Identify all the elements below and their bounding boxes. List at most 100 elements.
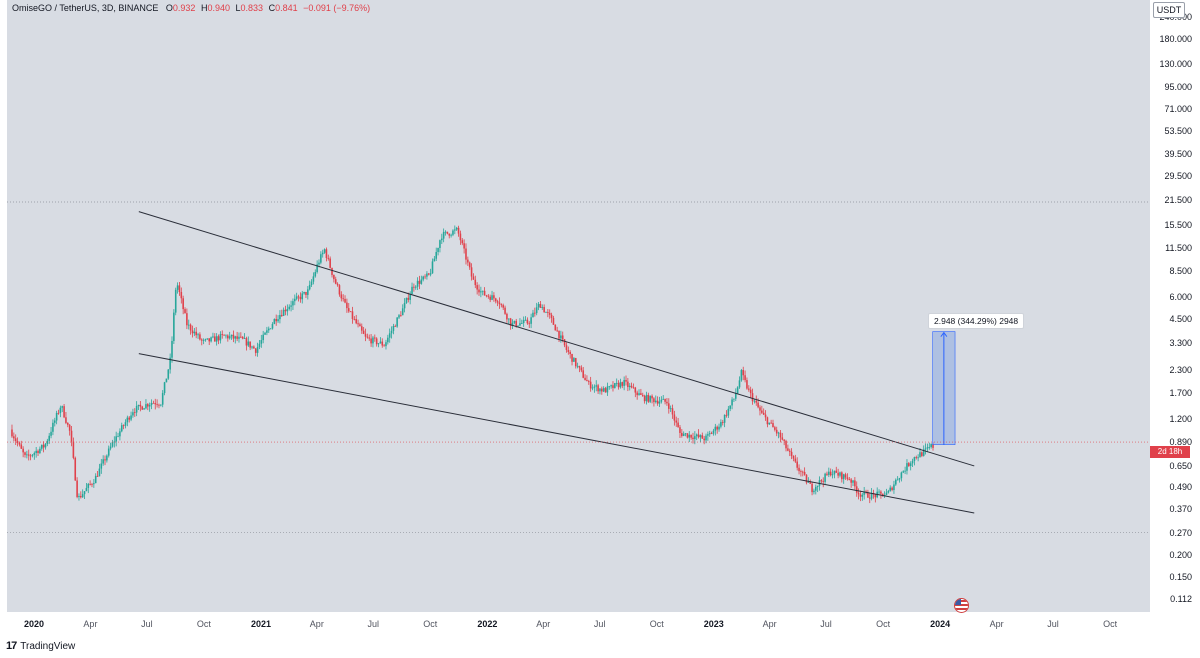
price-tick-label: 4.500	[1169, 313, 1192, 324]
candle-body	[545, 311, 547, 313]
candle-body	[346, 302, 348, 309]
time-tick-label: Apr	[83, 619, 98, 629]
price-tick-label: 29.500	[1164, 171, 1192, 182]
candle-body	[215, 336, 218, 342]
candle-body	[234, 336, 237, 339]
candle-body	[295, 296, 298, 299]
candle-body	[491, 295, 493, 300]
candle-body	[539, 303, 542, 308]
candle-body	[375, 338, 378, 345]
candle-body	[844, 474, 847, 478]
candle-body	[727, 408, 730, 416]
candle-body	[282, 309, 285, 316]
candle-body	[117, 436, 119, 438]
candle-body	[599, 388, 601, 392]
candle-body	[580, 367, 583, 371]
candle-body	[262, 334, 264, 341]
candle-body	[452, 230, 454, 235]
candle-body	[573, 358, 575, 362]
candle-body	[788, 450, 791, 452]
candle-body	[427, 273, 430, 275]
us-flag-icon[interactable]	[954, 598, 969, 613]
candle-body	[606, 386, 609, 393]
candle-body	[535, 307, 538, 314]
candle-body	[494, 298, 497, 302]
candle-body	[861, 494, 864, 497]
candle-body	[848, 479, 851, 480]
candle-body	[199, 334, 201, 340]
candle-body	[574, 358, 577, 367]
candle-body	[120, 425, 123, 432]
candle-body	[911, 460, 914, 464]
candle-body	[111, 442, 114, 447]
candle-body	[854, 480, 856, 487]
candle-body	[928, 447, 931, 448]
tradingview-logo-icon[interactable]: 17	[6, 640, 17, 652]
measure-label: 2.948 (344.29%) 2948	[928, 313, 1025, 329]
candle-body	[176, 285, 179, 290]
plot-area[interactable]	[7, 0, 1150, 612]
candle-body	[16, 440, 19, 443]
candle-body	[288, 306, 291, 309]
candle-body	[692, 437, 694, 440]
candle-body	[701, 435, 704, 439]
candle-body	[219, 334, 222, 341]
candle-body	[921, 452, 923, 456]
price-tick-label: 15.500	[1164, 220, 1192, 231]
time-axis[interactable]: 2020 Apr Jul Oct 2021 Apr Jul Oct 2022 Apr Jul Oct 2…	[7, 612, 1150, 634]
candle-body	[601, 388, 603, 392]
candle-body	[610, 385, 612, 387]
candle-body	[340, 294, 343, 299]
candle-body	[813, 490, 815, 493]
price-tick-label: 0.270	[1169, 527, 1192, 538]
candle-body	[837, 472, 839, 476]
candle-body	[277, 319, 279, 322]
candle-body	[881, 493, 884, 497]
candle-body	[383, 345, 385, 347]
candle-body	[569, 352, 571, 355]
candle-body	[602, 388, 605, 392]
candle-body	[171, 340, 173, 358]
candle-body	[753, 400, 756, 402]
candle-body	[627, 381, 629, 388]
price-chart[interactable]	[7, 0, 1150, 612]
candle-body	[846, 477, 849, 480]
candle-body	[833, 470, 836, 475]
candle-body	[204, 339, 207, 341]
price-axis[interactable]: 240.000180.000130.00095.00071.00053.5003…	[1150, 0, 1200, 612]
candle-body	[31, 454, 34, 456]
candle-body	[37, 450, 39, 454]
price-tick-label: 0.150	[1169, 572, 1192, 583]
candle-body	[20, 444, 23, 449]
candle-body	[532, 312, 534, 318]
candle-body	[364, 333, 367, 337]
time-tick-label: Oct	[1103, 619, 1118, 629]
time-tick-label: 2020	[23, 619, 45, 629]
candle-body	[483, 290, 486, 296]
candle-body	[325, 249, 328, 259]
candle-body	[22, 448, 24, 453]
candle-body	[705, 435, 707, 441]
candle-body	[826, 473, 828, 475]
candle-body	[418, 280, 421, 284]
tradingview-brand[interactable]: TradingView	[20, 640, 76, 652]
candle-body	[59, 407, 62, 413]
candle-body	[547, 311, 549, 313]
candle-body	[744, 375, 746, 381]
candle-body	[902, 471, 905, 473]
candle-body	[292, 301, 294, 306]
candle-body	[405, 297, 408, 303]
time-tick-label: Oct	[423, 619, 438, 629]
candle-body	[11, 429, 13, 437]
candle-body	[567, 349, 570, 353]
candle-body	[852, 480, 854, 483]
candle-body	[530, 317, 532, 324]
time-tick-label: Jul	[1047, 619, 1059, 629]
candle-body	[210, 337, 212, 342]
candle-body	[320, 254, 322, 263]
candle-body	[388, 333, 391, 338]
currency-button[interactable]: USDT	[1153, 2, 1185, 18]
candle-body	[614, 383, 616, 388]
candle-body	[524, 319, 527, 321]
candle-body	[355, 319, 358, 324]
